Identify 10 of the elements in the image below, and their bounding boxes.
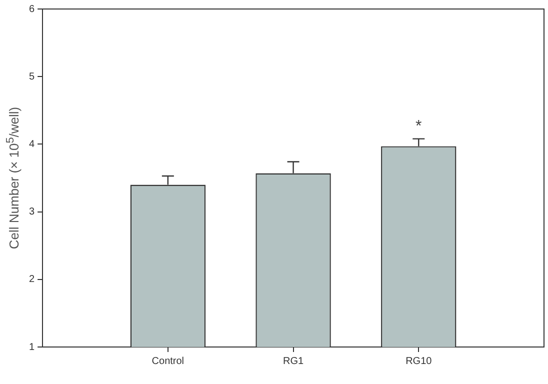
y-tick-label: 5 [29, 71, 35, 82]
y-tick-label: 1 [29, 342, 35, 353]
x-tick-label: RG1 [283, 356, 304, 367]
x-tick-label: RG10 [406, 356, 432, 367]
x-tick-label: Control [152, 356, 184, 367]
y-tick-label: 2 [29, 274, 35, 286]
y-tick-label: 6 [29, 4, 35, 15]
y-tick-label: 4 [29, 138, 35, 150]
annotation: * [416, 118, 422, 136]
y-tick-label: 3 [29, 206, 35, 218]
